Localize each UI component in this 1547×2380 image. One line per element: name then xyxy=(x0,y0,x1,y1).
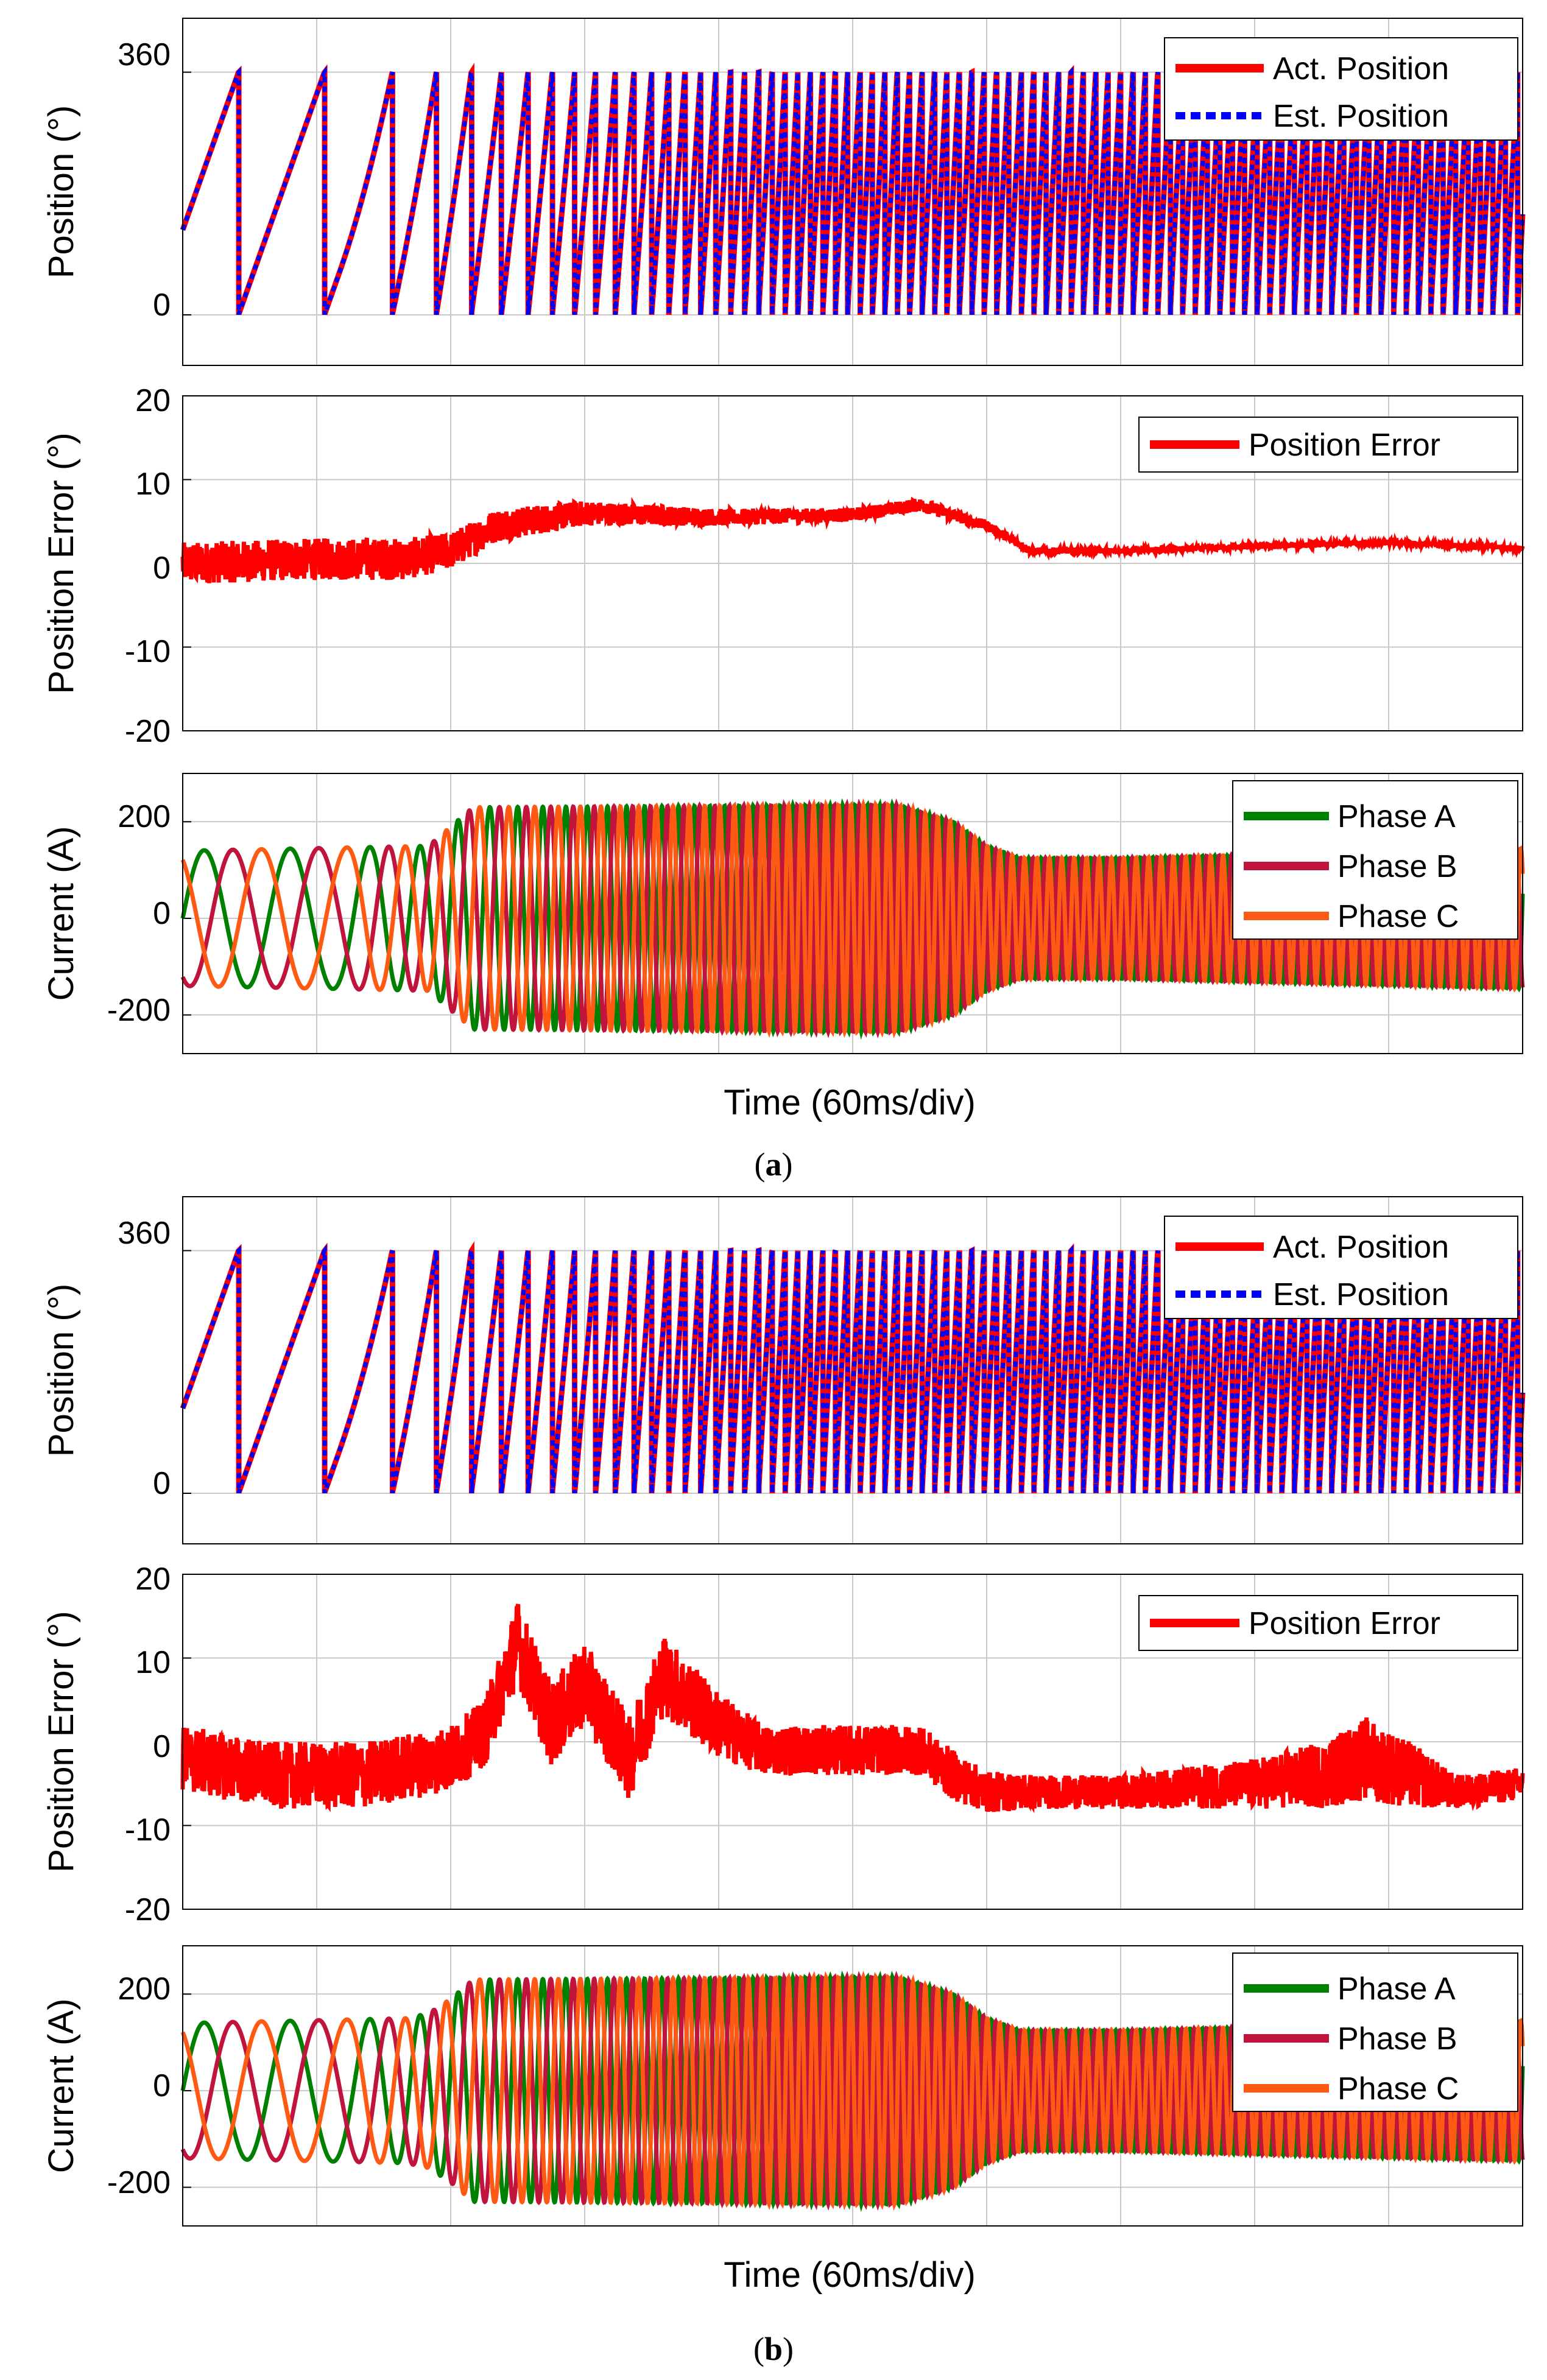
panel-b: 360 0 Position (°) Act. Position Est. Po… xyxy=(41,1196,1526,2367)
y-tick-label: 0 xyxy=(153,551,171,586)
y-tick-label: -20 xyxy=(125,1892,171,1928)
current-legend: Phase A Phase B Phase C xyxy=(1232,780,1518,940)
y-tick-label: -20 xyxy=(125,714,171,749)
error-legend: Position Error xyxy=(1138,1595,1518,1651)
legend-label-est-position: Est. Position xyxy=(1273,1277,1449,1312)
y-tick-label: 0 xyxy=(153,2068,171,2104)
y-tick-label: -200 xyxy=(107,2165,171,2200)
position-axes-box xyxy=(182,1196,1523,1544)
legend-box xyxy=(1164,1216,1518,1319)
caption-close: ) xyxy=(783,2331,794,2367)
y-tick-label: -10 xyxy=(125,634,171,669)
y-tick-label: 360 xyxy=(118,1216,171,1251)
error-y-axis-title: Position Error (°) xyxy=(41,1611,81,1872)
error-subplot-b: 20 10 0 -10 -20 Position Error (°) Posit… xyxy=(41,1561,1525,1928)
position-subplot-a: 360 0 Position (°) Act. Position Est. Po… xyxy=(41,18,1526,366)
legend-label-phase-c: Phase C xyxy=(1337,2071,1459,2107)
position-legend: Act. Position Est. Position xyxy=(1164,37,1518,141)
caption-letter: a xyxy=(766,1146,782,1183)
error-traces xyxy=(180,496,1525,583)
position-axes-box xyxy=(182,18,1523,366)
current-axes-box xyxy=(182,773,1523,1054)
series-position-error xyxy=(180,496,1525,583)
y-tick-label: 200 xyxy=(118,1971,171,2007)
legend-label-phase-b: Phase B xyxy=(1337,849,1457,884)
legend-label-position-error: Position Error xyxy=(1249,1606,1440,1641)
caption-a: (a) xyxy=(755,1146,793,1183)
error-axes-box xyxy=(182,395,1523,731)
panel-a: 360 0 Position (°) Act. Position Est. Po… xyxy=(41,18,1526,1183)
y-tick-label: 20 xyxy=(135,383,171,418)
y-tick-label: 10 xyxy=(135,466,171,502)
current-subplot-a: 200 0 -200 Current (A) Phase A Phase B P… xyxy=(41,773,1525,1054)
position-legend: Act. Position Est. Position xyxy=(1164,1216,1518,1319)
caption-b: (b) xyxy=(753,2331,794,2367)
y-tick-label: 360 xyxy=(118,37,171,72)
caption-close: ) xyxy=(782,1146,793,1183)
error-traces xyxy=(180,1604,1525,1814)
y-tick-label: 0 xyxy=(153,1466,171,1501)
y-tick-label: 0 xyxy=(153,896,171,931)
legend-label-est-position: Est. Position xyxy=(1273,99,1449,134)
caption-open: ( xyxy=(753,2331,764,2367)
position-y-axis-title: Position (°) xyxy=(41,105,81,278)
error-subplot-a: 20 10 0 -10 -20 Position Error (°) Posit… xyxy=(41,383,1525,749)
y-tick-label: 20 xyxy=(135,1561,171,1597)
y-tick-label: -10 xyxy=(125,1812,171,1848)
series-phase-b xyxy=(180,1970,1525,2211)
x-axis-title: Time (60ms/div) xyxy=(724,1083,976,1122)
error-axes-box xyxy=(182,1574,1523,1910)
error-legend: Position Error xyxy=(1138,417,1518,473)
y-tick-label: 200 xyxy=(118,799,171,834)
error-y-axis-title: Position Error (°) xyxy=(41,432,81,694)
legend-label-phase-a: Phase A xyxy=(1337,1971,1456,2007)
legend-box xyxy=(1164,37,1518,141)
y-tick-label: 0 xyxy=(153,1729,171,1764)
caption-open: ( xyxy=(755,1146,766,1183)
position-subplot-b: 360 0 Position (°) Act. Position Est. Po… xyxy=(41,1196,1526,1544)
legend-label-phase-b: Phase B xyxy=(1337,2021,1457,2057)
series-phase-b xyxy=(180,798,1525,1039)
current-axes-box xyxy=(182,1945,1523,2227)
caption-letter: b xyxy=(764,2331,783,2367)
current-y-axis-title: Current (A) xyxy=(41,826,81,1001)
legend-label-position-error: Position Error xyxy=(1249,428,1440,463)
series-position-error xyxy=(180,1604,1525,1814)
legend-label-act-position: Act. Position xyxy=(1273,51,1449,86)
legend-label-act-position: Act. Position xyxy=(1273,1230,1449,1265)
y-tick-label: 0 xyxy=(153,287,171,323)
y-tick-label: -200 xyxy=(107,993,171,1028)
position-y-axis-title: Position (°) xyxy=(41,1284,81,1457)
current-legend: Phase A Phase B Phase C xyxy=(1232,1952,1518,2112)
legend-label-phase-c: Phase C xyxy=(1337,899,1459,934)
current-subplot-b: 200 0 -200 Current (A) Phase A Phase B P… xyxy=(41,1945,1525,2227)
legend-label-phase-a: Phase A xyxy=(1337,799,1456,834)
current-y-axis-title: Current (A) xyxy=(41,1999,81,2174)
x-axis-title: Time (60ms/div) xyxy=(724,2255,976,2295)
y-tick-label: 10 xyxy=(135,1645,171,1680)
